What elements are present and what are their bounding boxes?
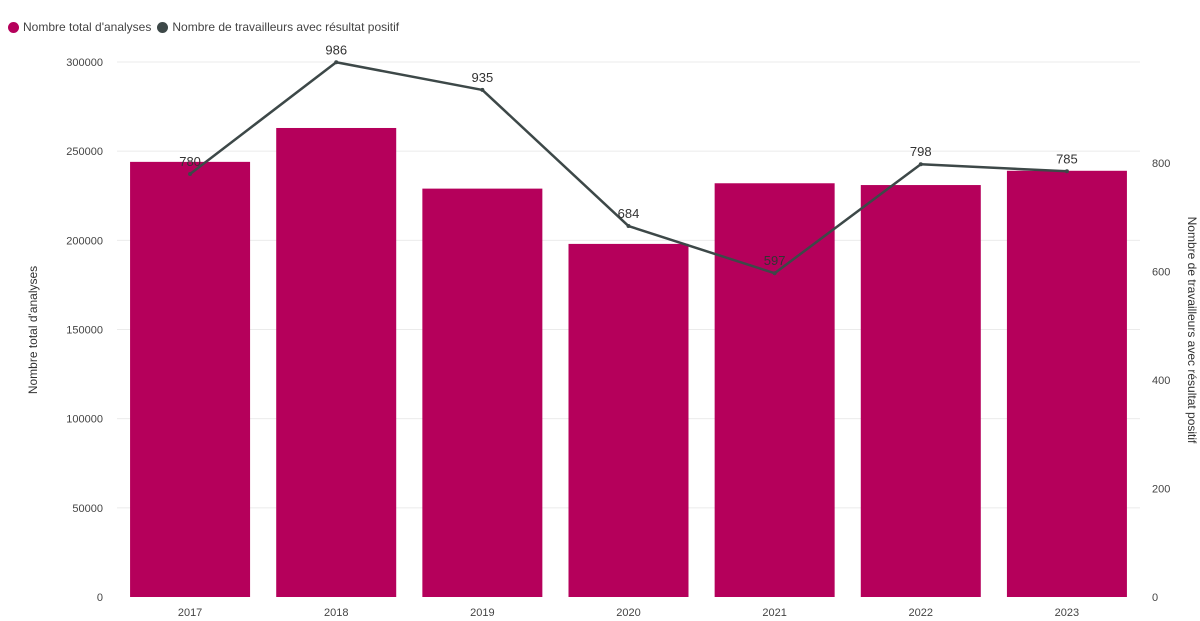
axes: 0 50000 100000 150000 200000 250000 300000 0 200… bbox=[26, 57, 1199, 619]
y-left-tick: 0 bbox=[97, 592, 103, 604]
y-left-tick: 100000 bbox=[66, 414, 103, 426]
data-labels: 780 986 935 684 597 798 785 bbox=[179, 42, 1078, 268]
legend-item-bars[interactable]: Nombre total d'analyses bbox=[8, 20, 151, 34]
y-left-tick: 250000 bbox=[66, 146, 103, 158]
positive-line bbox=[188, 60, 1069, 276]
y-left-tick: 50000 bbox=[72, 503, 103, 515]
chart-legend: Nombre total d'analyses Nombre de travai… bbox=[8, 20, 405, 34]
legend-label-bars: Nombre total d'analyses bbox=[23, 20, 152, 34]
y-right-axis-title: Nombre de travailleurs avec résultat pos… bbox=[1185, 217, 1199, 444]
x-tick-2018: 2018 bbox=[324, 607, 348, 619]
bar-2020 bbox=[568, 243, 689, 597]
bar-2018 bbox=[276, 127, 397, 597]
y-right-tick: 600 bbox=[1152, 267, 1170, 279]
line-point-2017 bbox=[188, 171, 193, 176]
bar-2017 bbox=[130, 161, 251, 597]
x-tick-2022: 2022 bbox=[909, 607, 933, 619]
bars bbox=[130, 127, 1127, 598]
line-point-2021 bbox=[772, 271, 777, 276]
x-tick-2023: 2023 bbox=[1055, 607, 1079, 619]
legend-marker-line bbox=[157, 21, 169, 33]
bar-2023 bbox=[1006, 170, 1127, 598]
line-point-2019 bbox=[480, 87, 485, 92]
data-label-2021: 597 bbox=[764, 253, 786, 268]
line-point-2022 bbox=[918, 162, 923, 167]
x-tick-2020: 2020 bbox=[616, 607, 640, 619]
y-right-tick: 0 bbox=[1152, 592, 1158, 604]
y-right-tick: 200 bbox=[1152, 484, 1170, 496]
data-label-2022: 798 bbox=[910, 144, 932, 159]
x-tick-2017: 2017 bbox=[178, 607, 202, 619]
line-point-2020 bbox=[626, 224, 631, 229]
data-label-2023: 785 bbox=[1056, 151, 1078, 166]
data-label-2018: 986 bbox=[325, 42, 347, 57]
y-left-tick: 200000 bbox=[66, 235, 103, 247]
legend-marker-bars bbox=[8, 21, 19, 33]
y-left-axis-title: Nombre total d'analyses bbox=[26, 266, 40, 394]
x-tick-2019: 2019 bbox=[470, 607, 494, 619]
line-point-2023 bbox=[1064, 169, 1069, 174]
data-label-2019: 935 bbox=[472, 70, 494, 85]
x-tick-2021: 2021 bbox=[762, 607, 786, 619]
y-right-tick: 800 bbox=[1152, 158, 1170, 170]
legend-item-line[interactable]: Nombre de travailleurs avec résultat pos… bbox=[157, 20, 399, 34]
y-left-tick: 300000 bbox=[66, 57, 103, 69]
bar-2019 bbox=[422, 188, 543, 597]
y-right-tick: 400 bbox=[1152, 375, 1170, 387]
legend-label-line: Nombre de travailleurs avec résultat pos… bbox=[172, 20, 400, 34]
y-left-tick: 150000 bbox=[66, 325, 103, 337]
data-label-2020: 684 bbox=[618, 206, 640, 221]
line-point-2018 bbox=[334, 60, 339, 65]
data-label-2017: 780 bbox=[179, 154, 201, 169]
bar-2022 bbox=[860, 185, 981, 598]
bar-2021 bbox=[714, 183, 835, 597]
